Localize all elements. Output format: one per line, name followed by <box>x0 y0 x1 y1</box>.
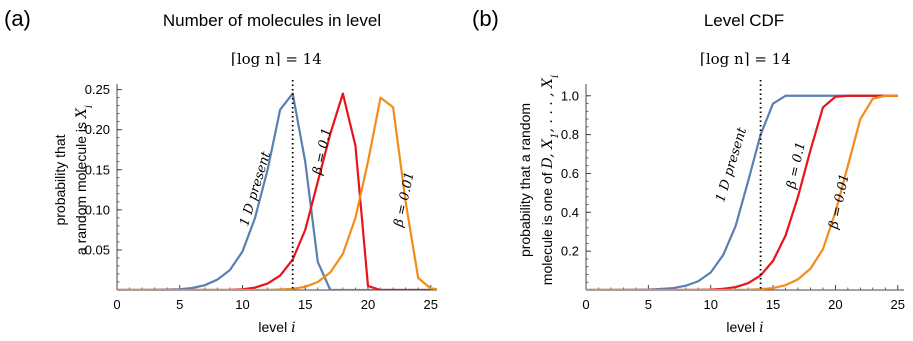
y-axis-label-line1: probability that a random <box>517 103 533 257</box>
y-axis-label-line2: a random molecule is Xi <box>73 105 95 255</box>
x-axis-label: level i <box>258 319 295 336</box>
chart-title: Number of molecules in level <box>163 11 381 30</box>
reference-line-label: ⌈log n⌉ = 14 <box>231 50 322 68</box>
y-tick-label: 0.8 <box>561 127 579 142</box>
series-annotation: β = 0.1 <box>310 127 335 177</box>
y-tick-label: 0.6 <box>561 166 579 181</box>
x-axis-label: level i <box>726 319 763 336</box>
series-line-blue <box>586 94 898 290</box>
series-annotation: β = 0.01 <box>391 171 417 230</box>
x-tick-label: 15 <box>298 297 312 312</box>
reference-line-label: ⌈log n⌉ = 14 <box>700 50 791 68</box>
series-line-red <box>586 94 898 290</box>
x-tick-label: 10 <box>235 297 249 312</box>
y-tick-label: 0.2 <box>561 244 579 259</box>
chart-title: Level CDF <box>704 11 784 30</box>
chart-panel-b: (b) Level CDF 0 5 10 15 20 25 0.2 0.4 0.6 0.8 1.0 lev… <box>472 6 905 336</box>
x-tick-label: 0 <box>582 297 589 312</box>
x-tick-label: 5 <box>176 297 183 312</box>
x-tick-label: 0 <box>113 297 120 312</box>
y-tick-label: 0.25 <box>85 82 110 97</box>
y-axis-label-line1: probability that <box>52 134 68 225</box>
y-tick-label: 0.10 <box>85 202 110 217</box>
x-tick-label: 20 <box>361 297 375 312</box>
x-tick-label: 25 <box>423 297 437 312</box>
panel-letter: (b) <box>472 6 499 31</box>
series-line-orange <box>117 96 437 290</box>
x-tick-label: 10 <box>703 297 717 312</box>
x-tick-label: 5 <box>645 297 652 312</box>
chart-panel-a: (a) Number of molecules in level 0 5 10 15 20 2… <box>4 6 438 336</box>
series-line-orange <box>586 94 898 290</box>
x-tick-label: 25 <box>891 297 905 312</box>
y-tick-label: 0.05 <box>85 242 110 257</box>
y-tick-label: 0.15 <box>85 162 110 177</box>
x-tick-label: 20 <box>828 297 842 312</box>
x-tick-label: 15 <box>766 297 780 312</box>
panel-letter: (a) <box>4 6 31 31</box>
y-tick-label: 0.4 <box>561 205 579 220</box>
y-tick-label: 0.20 <box>85 122 110 137</box>
series-line-red <box>117 92 431 290</box>
series-line-blue <box>117 92 431 290</box>
y-tick-label: 1.0 <box>561 88 579 103</box>
series-annotation: β = 0.01 <box>826 173 852 232</box>
y-axis-label-line2: molecule is one of D, X1, . . . , Xi <box>539 75 561 285</box>
series-annotation: β = 0.1 <box>784 141 809 191</box>
